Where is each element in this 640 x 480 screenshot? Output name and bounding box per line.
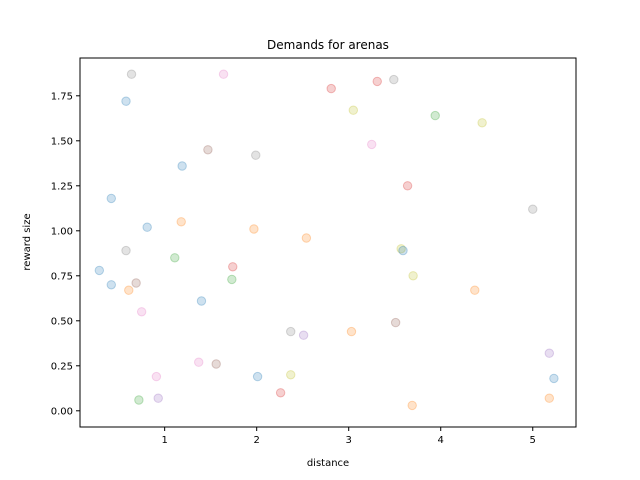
data-point xyxy=(228,262,238,272)
data-point xyxy=(298,330,309,340)
data-point xyxy=(389,74,399,85)
data-point xyxy=(528,204,538,214)
data-point xyxy=(106,280,116,290)
data-point xyxy=(252,371,263,382)
y-axis: 0.00 0.25 0.50 0.75 1.00 1.25 1.50 1.75 xyxy=(51,91,80,417)
data-point xyxy=(470,285,480,295)
data-point xyxy=(121,245,131,256)
y-tick-label: 1.50 xyxy=(51,136,73,147)
data-point xyxy=(136,307,147,317)
data-point xyxy=(227,274,237,285)
data-point xyxy=(170,253,180,263)
data-point xyxy=(544,393,555,403)
data-point xyxy=(151,371,162,382)
data-point xyxy=(301,233,312,243)
data-point xyxy=(126,69,137,79)
x-tick-label: 1 xyxy=(161,435,167,446)
data-point xyxy=(211,359,221,369)
data-point xyxy=(131,278,141,288)
data-point xyxy=(346,326,357,337)
data-point xyxy=(203,145,213,155)
data-point xyxy=(286,370,296,380)
data-point xyxy=(477,118,487,128)
points-layer xyxy=(94,69,559,411)
data-point xyxy=(430,110,440,121)
data-point xyxy=(249,224,259,234)
x-tick-label: 5 xyxy=(530,435,536,446)
data-point xyxy=(275,388,286,398)
data-point xyxy=(402,181,413,191)
y-tick-label: 1.75 xyxy=(51,91,73,102)
y-tick-label: 1.00 xyxy=(51,226,73,237)
data-point xyxy=(124,285,134,295)
y-tick-label: 0.25 xyxy=(51,361,73,372)
x-tick-label: 4 xyxy=(438,435,444,446)
data-point xyxy=(348,105,359,115)
data-point xyxy=(367,139,377,150)
data-point xyxy=(251,150,261,160)
data-point xyxy=(194,357,204,367)
data-point xyxy=(549,373,559,384)
y-tick-label: 0.75 xyxy=(51,271,73,282)
data-point xyxy=(544,348,555,358)
y-tick-label: 0.50 xyxy=(51,316,73,327)
x-tick-label: 3 xyxy=(346,435,352,446)
data-point xyxy=(408,271,418,281)
data-point xyxy=(106,193,116,204)
x-axis-title: distance xyxy=(307,458,349,469)
data-point xyxy=(218,69,229,79)
data-point xyxy=(177,161,187,171)
x-tick-label: 2 xyxy=(253,435,259,446)
data-point xyxy=(176,217,186,227)
data-point xyxy=(407,400,417,411)
data-point xyxy=(372,76,382,87)
data-point xyxy=(398,245,408,256)
data-point xyxy=(396,244,406,254)
data-point xyxy=(142,222,152,232)
data-point xyxy=(286,326,296,337)
data-point xyxy=(153,393,163,403)
data-point xyxy=(134,395,144,405)
y-tick-label: 1.25 xyxy=(51,181,73,192)
x-axis: 1 2 3 4 5 xyxy=(161,427,536,446)
data-point xyxy=(326,83,336,94)
chart-title: Demands for arenas xyxy=(267,38,389,52)
y-axis-title: reward size xyxy=(22,213,33,270)
data-point xyxy=(121,96,131,106)
y-tick-label: 0.00 xyxy=(51,406,73,417)
plot-area-frame xyxy=(79,57,577,428)
data-point xyxy=(196,296,207,306)
data-point xyxy=(390,317,401,328)
data-point xyxy=(94,265,105,276)
